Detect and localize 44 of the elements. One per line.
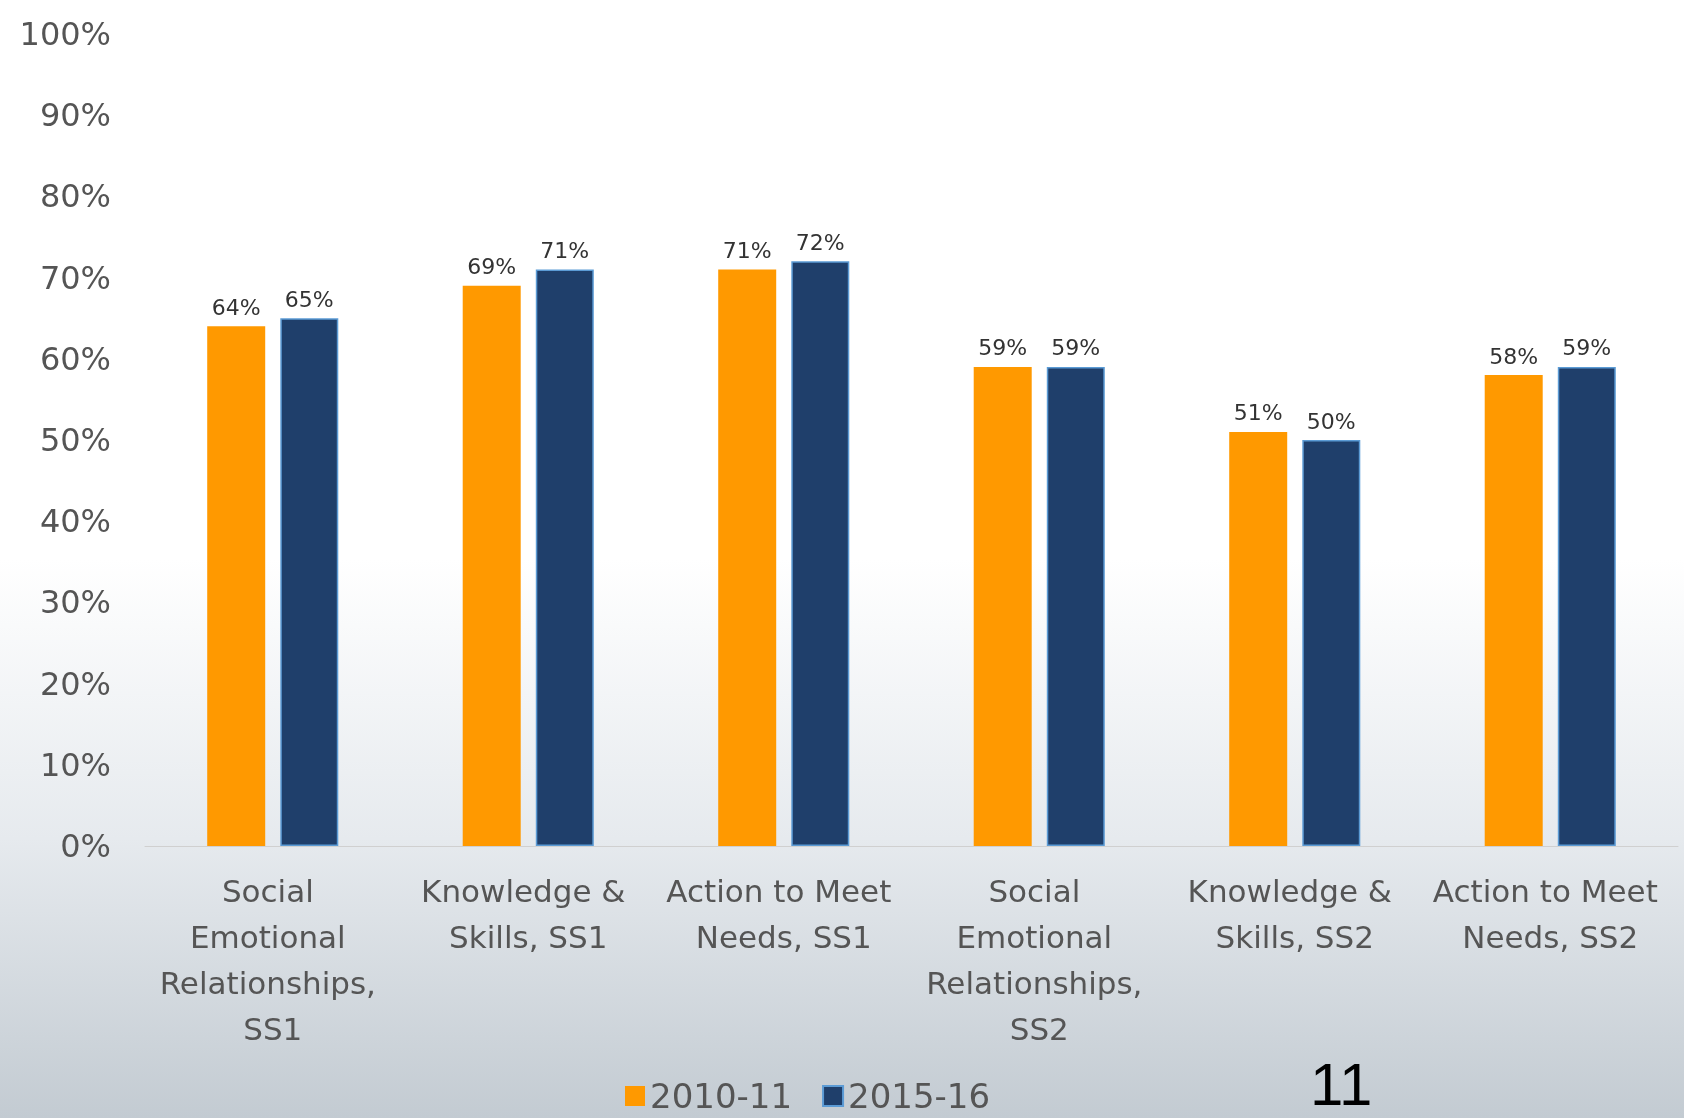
data-label: 50% [1306,408,1356,434]
data-label: 64% [211,294,261,320]
y-tick-label: 80% [39,177,111,216]
bar [973,366,1032,846]
bar [207,326,266,846]
legend-label: 2015-16 [848,1076,991,1116]
data-label: 51% [1233,400,1283,426]
data-label: 72% [795,229,845,255]
legend-label: 2010-11 [650,1076,793,1116]
x-tick-label: Knowledge & Skills, SS1 [421,873,636,955]
y-tick-label: 100% [19,15,111,53]
y-tick-label: 10% [39,745,111,784]
y-tick-label: 30% [39,583,111,622]
bar [1557,366,1616,846]
data-label: 71% [722,237,772,263]
bar [1046,366,1105,846]
bar [1302,440,1361,846]
x-tick-label: Knowledge & Skills, SS2 [1187,873,1402,955]
y-tick-label: 70% [39,258,111,297]
x-tick-label: Action to Meet Needs, SS1 [666,873,902,955]
y-tick-label: 90% [39,96,111,135]
x-tick-label: Social Emotional Relationships, SS1 [159,873,386,1047]
bar [718,269,777,846]
y-tick-label: 40% [39,502,111,541]
y-tick-label: 50% [39,421,111,459]
bar [791,261,850,846]
x-tick-label: Action to Meet Needs, SS2 [1432,873,1668,955]
bar [1229,431,1288,846]
bar [280,318,339,846]
data-label: 59% [1562,335,1612,361]
data-label: 69% [467,254,517,280]
data-label: 71% [540,237,590,263]
data-label: 59% [1051,335,1101,361]
y-tick-label: 20% [39,664,111,703]
bar [462,285,521,846]
x-tick-label: Social Emotional Relationships, SS2 [926,873,1153,1047]
bar [1484,375,1543,846]
y-tick-label: 0% [60,827,111,865]
text: 11 [1310,1050,1373,1118]
data-label: 65% [284,286,334,312]
bar [535,269,594,846]
data-label: 58% [1489,343,1539,369]
y-tick-label: 60% [39,339,111,378]
data-label: 59% [978,335,1028,361]
